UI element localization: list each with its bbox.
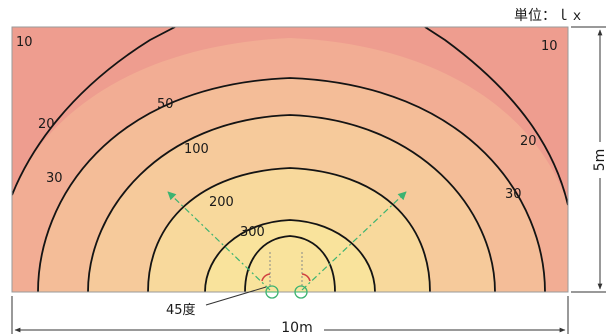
contour-line-10-left: [12, 27, 176, 196]
width-label: 10m: [281, 320, 312, 336]
contour-line-10-right: [424, 27, 568, 206]
beam-guide-left: [167, 191, 271, 291]
angle-arc-left: [261, 273, 271, 282]
contour-label: 30: [505, 187, 522, 202]
angle-label: 45度: [166, 302, 196, 318]
plot-border: [11, 26, 569, 293]
contour-label: 10: [541, 39, 558, 54]
illuminance-bands: [12, 27, 568, 292]
angle-leader: [205, 286, 267, 306]
contour-line-200: [204, 219, 376, 292]
contour-label: 50: [157, 97, 174, 112]
angle-arc-right: [301, 273, 311, 282]
contour-label: 20: [38, 117, 55, 132]
width-dimension: 10m: [11, 296, 569, 336]
contour-label: 20: [520, 134, 537, 149]
contour-labels: 10 10 20 20 30 30 50 100 200 300: [16, 35, 558, 240]
beam-guide-right: [301, 191, 407, 291]
contour-line-100: [147, 167, 431, 292]
contour-line-50: [87, 114, 496, 292]
contour-label: 100: [184, 142, 209, 157]
contour-label: 300: [240, 225, 265, 240]
band-center: [245, 236, 335, 292]
unit-label: 単位：ｌｘ: [514, 8, 584, 24]
luminaires: [265, 285, 308, 299]
contour-lines: [12, 27, 568, 292]
beam-guides: [167, 191, 407, 291]
contour-label: 200: [209, 195, 234, 210]
contour-label: 10: [16, 35, 33, 50]
height-dimension: 5m: [571, 26, 608, 293]
contour-line-30: [37, 77, 546, 292]
contour-label: 30: [46, 171, 63, 186]
contour-line-300: [244, 235, 336, 292]
height-label: 5m: [592, 149, 608, 172]
